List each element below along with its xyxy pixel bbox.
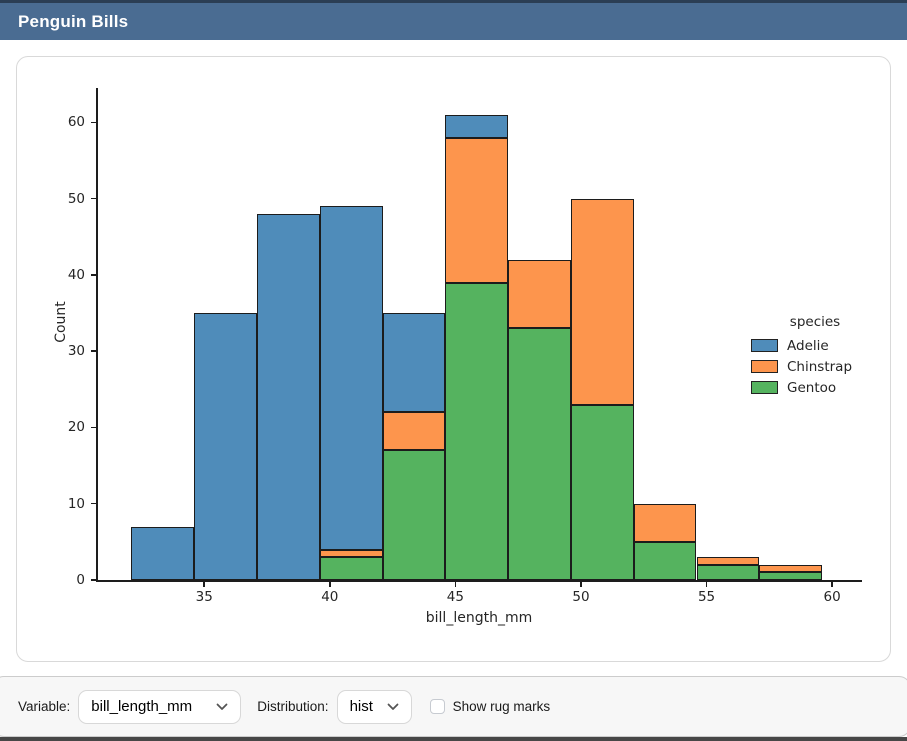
legend-swatch-icon [751,381,778,394]
x-tick-mark [580,582,582,587]
chevron-down-icon [387,703,399,711]
legend-swatch-icon [751,360,778,373]
bar-segment-adelie [256,213,320,580]
variable-select[interactable]: bill_length_mm [78,689,242,724]
y-tick-label: 10 [67,495,85,512]
y-axis-spine [96,88,98,582]
y-tick-mark [91,426,96,429]
bar-segment-gentoo [633,541,697,580]
histogram-plot: 35 40 45 50 55 60 0 10 20 30 40 50 60 bill_length_m… [53,88,862,626]
bar-segment-chinstrap [382,412,446,451]
x-tick-mark [831,582,833,587]
bar-segment-chinstrap [445,137,509,283]
bar-segment-chinstrap [759,564,823,573]
y-tick-label: 50 [67,190,85,207]
y-axis-label: Count [53,301,69,343]
bar-segment-chinstrap [508,259,571,329]
app-header: Penguin Bills [0,0,907,40]
y-tick-label: 60 [67,114,85,131]
rug-checkbox-label[interactable]: Show rug marks [452,699,551,714]
bar-segment-gentoo [508,328,571,580]
bar-segment-adelie [382,313,446,413]
y-tick-mark [91,197,96,200]
bar-segment-chinstrap [570,198,634,405]
bar-segment-chinstrap [633,503,697,542]
variable-label: Variable: [18,699,71,714]
bar-segment-adelie [445,114,509,138]
legend-label: Chinstrap [787,358,853,375]
legend-items: Adelie Chinstrap Gentoo [737,335,893,398]
legend-label: Gentoo [787,379,837,396]
legend: species Adelie Chinstrap Gentoo [737,314,893,398]
rug-checkbox[interactable] [429,699,445,714]
bar-segment-gentoo [696,564,760,580]
bar-segment-gentoo [445,282,509,580]
x-tick-label: 60 [823,589,841,605]
y-tick-mark [91,121,96,124]
controls-bar: Variable: bill_length_mm Distribution: h… [0,676,907,737]
variable-select-value: bill_length_mm [91,698,193,715]
bar-segment-gentoo [319,557,383,580]
bar-segment-gentoo [382,450,446,580]
legend-title: species [789,314,841,330]
y-tick-label: 40 [67,266,85,283]
x-tick-mark [203,582,205,587]
bar-segment-adelie [319,206,383,550]
chevron-down-icon [216,703,228,711]
distribution-select-value: hist [349,698,373,715]
bar-segment-adelie [131,526,195,580]
x-tick-label: 40 [321,589,339,605]
y-tick-mark [91,350,96,352]
x-tick-mark [454,582,457,587]
legend-label: Adelie [787,337,829,354]
legend-swatch-icon [751,339,778,352]
y-tick-label: 30 [67,343,85,360]
x-tick-label: 55 [697,589,716,605]
bar-segment-adelie [194,313,257,580]
page-title: Penguin Bills [18,11,129,31]
x-tick-label: 35 [195,589,213,605]
distribution-label: Distribution: [257,699,329,714]
bar-segment-gentoo [570,404,634,580]
x-axis-label: bill_length_mm [425,610,533,626]
window-bottom-edge [0,737,907,741]
y-tick-label: 0 [76,572,85,588]
x-tick-mark [329,582,331,587]
x-tick-label: 50 [572,589,590,605]
legend-item-adelie: Adelie [737,335,893,356]
bar-segment-chinstrap [319,549,383,558]
y-tick-mark [91,502,96,505]
bar-segment-gentoo [759,572,823,580]
y-tick-label: 20 [67,419,85,436]
x-axis-spine [96,580,862,582]
legend-item-chinstrap: Chinstrap [737,356,893,377]
x-tick-mark [705,582,708,587]
bar-segment-chinstrap [696,557,760,565]
x-tick-label: 45 [446,589,464,605]
y-tick-mark [91,579,96,581]
legend-item-gentoo: Gentoo [737,377,893,398]
distribution-select[interactable]: hist [336,689,412,724]
y-tick-mark [91,274,96,276]
